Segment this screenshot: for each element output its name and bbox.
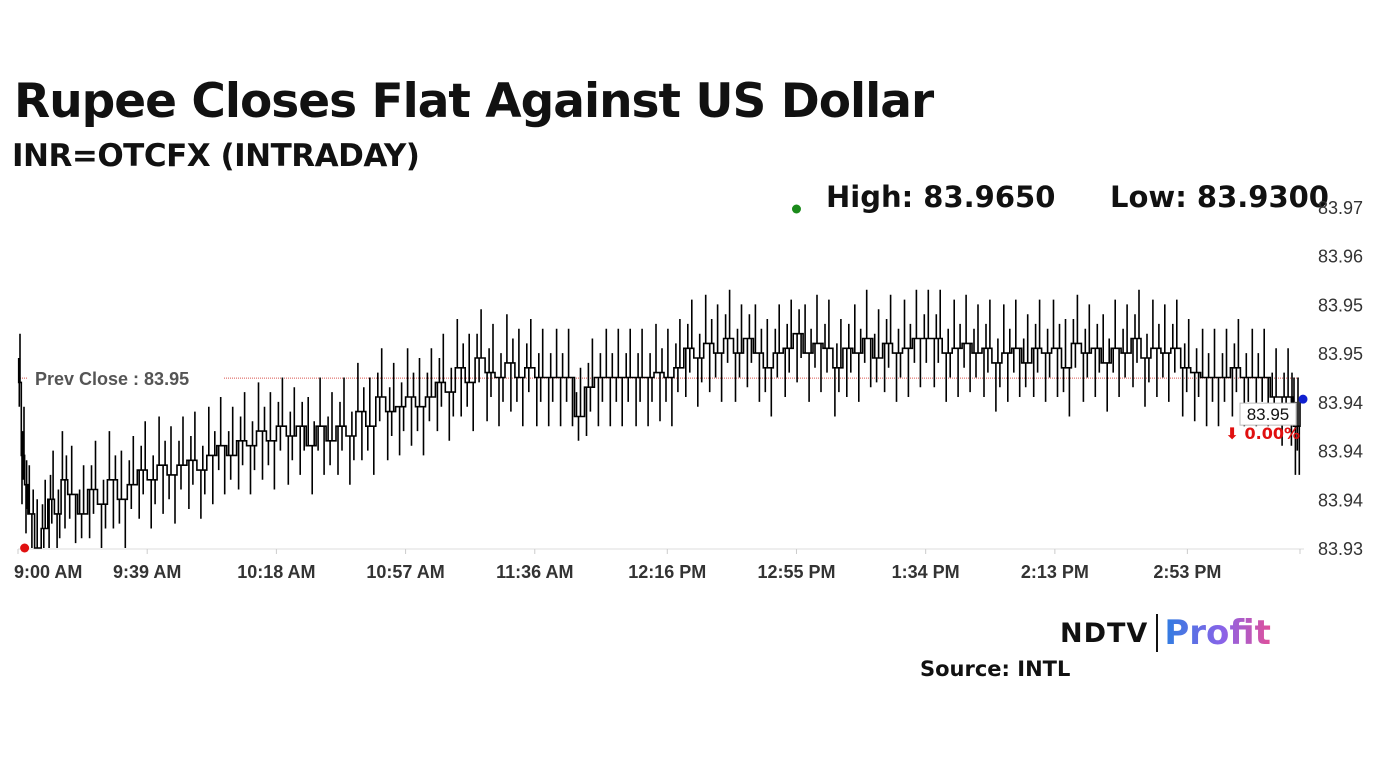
low-marker (20, 543, 30, 553)
x-tick-label: 11:36 AM (496, 562, 573, 582)
x-tick-label: 1:34 PM (892, 562, 960, 582)
low-label: Low: 83.9300 (1110, 180, 1329, 214)
x-tick-label: 10:18 AM (237, 562, 315, 582)
change-label: ⬇ 0.00% (1226, 424, 1300, 443)
y-tick-label: 83.97 (1318, 198, 1363, 218)
y-tick-label: 83.95 (1318, 295, 1363, 315)
y-tick-label: 83.93 (1318, 539, 1363, 559)
chart-title: Rupee Closes Flat Against US Dollar (14, 74, 934, 129)
x-tick-label: 9:39 AM (113, 562, 181, 582)
x-tick-label: 12:16 PM (628, 562, 706, 582)
high-label: High: 83.9650 (826, 180, 1056, 214)
y-tick-label: 83.94 (1318, 490, 1363, 510)
last-price-marker (1298, 394, 1308, 404)
x-tick-label: 10:57 AM (366, 562, 444, 582)
logo-ndtv-text: NDTV (1060, 617, 1149, 649)
logo-separator (1156, 614, 1159, 652)
x-tick-label: 12:55 PM (757, 562, 835, 582)
x-tick-label: 2:53 PM (1153, 562, 1221, 582)
chart-subtitle: INR=OTCFX (INTRADAY) (12, 138, 420, 174)
x-tick-label: 2:13 PM (1021, 562, 1089, 582)
high-marker (791, 204, 801, 214)
y-tick-label: 83.95 (1318, 344, 1363, 364)
source-label: Source: INTL (920, 657, 1071, 681)
x-tick-label: 9:00 AM (14, 562, 82, 582)
last-price-label: 83.95 (1247, 405, 1290, 424)
prev-close-label: Prev Close : 83.95 (35, 369, 189, 389)
last-price-box (1239, 402, 1297, 426)
y-tick-label: 83.96 (1318, 247, 1363, 267)
prev-close-label-bg (28, 366, 224, 389)
logo-profit-text: Profit (1164, 613, 1271, 653)
price-line (17, 289, 1301, 549)
y-tick-label: 83.94 (1318, 442, 1363, 462)
y-tick-label: 83.94 (1318, 393, 1363, 413)
ndtv-profit-logo: NDTV Profit (1060, 612, 1271, 654)
